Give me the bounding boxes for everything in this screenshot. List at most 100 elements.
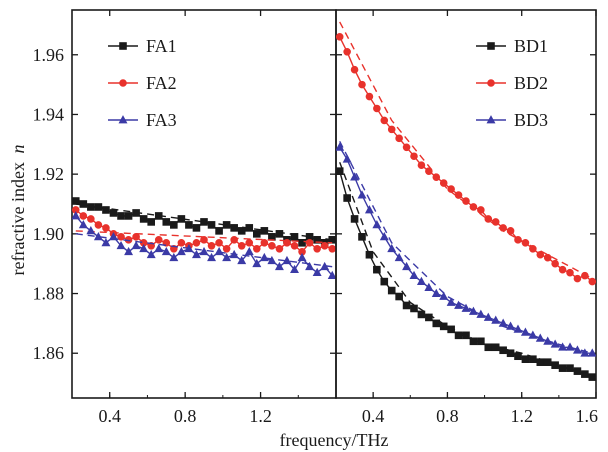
data-point-FA3 [267, 255, 277, 265]
data-point-BD3 [543, 336, 553, 345]
x-tick-label: 0.4 [362, 406, 385, 426]
data-point-FA1 [109, 209, 118, 217]
data-point-BD3 [572, 345, 582, 354]
data-point-FA3 [207, 252, 217, 262]
data-point-FA3 [86, 226, 96, 235]
data-point-BD1 [336, 167, 344, 175]
data-point-BD3 [528, 330, 538, 339]
data-point-FA1 [237, 227, 246, 235]
data-point-BD2 [387, 125, 396, 134]
data-point-BD1 [566, 364, 574, 372]
data-point-FA1 [132, 209, 140, 217]
data-point-BD1 [417, 310, 426, 319]
data-point-BD1 [410, 304, 418, 313]
data-point-BD1 [514, 352, 522, 361]
data-point-FA3 [305, 261, 315, 271]
data-point-BD1 [506, 349, 515, 358]
series-FA3 [72, 211, 336, 280]
panel-frame [71, 9, 337, 399]
data-point-BD2 [454, 191, 463, 199]
data-point-BD1 [477, 337, 485, 346]
data-point-BD2 [573, 274, 582, 283]
data-point-FA3 [124, 246, 134, 256]
legend-entry-FA1: FA1 [108, 36, 177, 56]
data-point-FA3 [320, 261, 330, 271]
data-point-FA3 [72, 211, 81, 220]
data-point-BD3 [446, 297, 456, 306]
data-point-BD3 [416, 276, 426, 286]
legend-label-BD3: BD3 [514, 110, 548, 130]
data-point-BD2 [462, 197, 470, 205]
data-point-FA1 [260, 227, 269, 235]
data-point-BD1 [469, 337, 478, 346]
data-point-FA3 [229, 249, 239, 259]
data-point-FA2 [290, 241, 299, 250]
data-point-FA1 [162, 218, 171, 226]
data-point-FA1 [252, 230, 261, 238]
y-axis-title-symbol: n [8, 145, 28, 154]
data-point-FA2 [117, 233, 125, 241]
data-point-BD2 [336, 33, 344, 41]
legend-marker-BD2 [487, 79, 495, 87]
series-FA1 [72, 197, 336, 247]
data-point-BD3 [580, 348, 590, 357]
data-point-BD1 [350, 215, 359, 223]
data-point-BD2 [514, 236, 522, 244]
data-point-FA2 [283, 239, 291, 247]
data-point-FA2 [328, 244, 336, 253]
chart-panels: 0.4 0.8 1.21.861.881.901.921.941.96 FA1FA2F… [33, 9, 598, 426]
data-point-BD1 [462, 331, 470, 340]
data-point-BD1 [439, 322, 448, 331]
data-point-BD2 [484, 215, 493, 223]
data-point-BD3 [357, 190, 367, 199]
data-point-BD3 [587, 348, 596, 357]
panel-frame [335, 9, 597, 399]
data-point-FA1 [313, 236, 321, 244]
data-point-FA3 [290, 264, 299, 274]
legend-entry-BD3: BD3 [476, 110, 548, 130]
fit-line-BD2 [339, 21, 593, 280]
data-point-BD2 [529, 244, 537, 253]
data-point-BD1 [581, 370, 589, 378]
data-point-BD2 [380, 116, 389, 125]
data-point-FA2 [87, 215, 95, 223]
data-point-FA1 [154, 212, 163, 220]
data-point-FA3 [327, 270, 336, 280]
data-point-FA2 [154, 236, 163, 244]
data-point-BD3 [550, 339, 560, 348]
data-point-FA1 [72, 197, 80, 205]
data-point-BD1 [491, 343, 500, 352]
data-line-BD3 [339, 146, 593, 354]
data-point-BD3 [402, 261, 412, 271]
data-point-BD2 [491, 218, 500, 226]
data-point-FA3 [252, 258, 262, 268]
data-point-BD3 [476, 309, 486, 318]
data-point-BD3 [350, 172, 360, 181]
data-point-FA2 [237, 241, 246, 250]
data-point-BD3 [387, 243, 397, 253]
y-tick-label: 1.92 [33, 164, 65, 184]
data-point-BD3 [409, 270, 419, 280]
data-point-BD2 [425, 167, 433, 175]
data-point-BD2 [365, 92, 374, 101]
legend-entry-FA2: FA2 [108, 73, 177, 93]
x-tick-label: 0.8 [174, 406, 197, 426]
x-axis-title: frequency/THz [280, 430, 389, 450]
y-tick-label: 1.96 [33, 45, 65, 65]
data-point-FA1 [200, 218, 208, 226]
data-point-BD2 [350, 65, 359, 74]
legend-entry-FA3: FA3 [108, 110, 177, 130]
data-point-FA3 [116, 240, 126, 250]
data-point-BD1 [373, 265, 381, 274]
y-axis-title-text: refractive index [8, 162, 28, 275]
data-point-BD3 [394, 252, 404, 262]
panel-plot-area [72, 197, 336, 280]
data-point-FA1 [215, 227, 223, 235]
data-point-BD3 [520, 327, 530, 336]
data-point-BD2 [566, 268, 574, 277]
data-point-FA1 [139, 215, 148, 223]
data-point-FA3 [297, 252, 307, 262]
data-point-FA1 [170, 221, 178, 229]
data-point-BD2 [558, 265, 567, 274]
